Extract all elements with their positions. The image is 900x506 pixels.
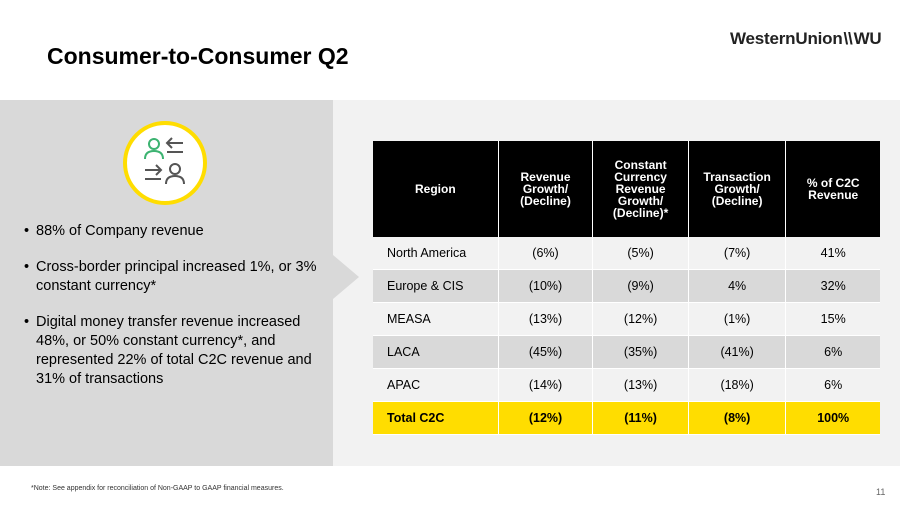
total-label-cell: Total C2C xyxy=(373,401,499,435)
header-constant-currency-growth: Constant Currency Revenue Growth/ (Decli… xyxy=(592,141,689,237)
transaction-growth-cell: (18%) xyxy=(688,368,787,402)
region-cell: MEASA xyxy=(373,302,499,336)
bullet-list: • 88% of Company revenue • Cross-border pr… xyxy=(24,222,324,406)
bullet-text: Cross-border principal increased 1%, or … xyxy=(36,259,317,294)
table-header-row: Region Revenue Growth/ (Decline) Constan… xyxy=(373,141,880,237)
page-number: 11 xyxy=(876,487,886,497)
header-revenue-growth: Revenue Growth/ (Decline) xyxy=(498,141,594,237)
table-row: Europe & CIS (10%) (9%) 4% 32% xyxy=(373,269,880,303)
total-constant-currency-cell: (11%) xyxy=(592,401,689,435)
bullet-item: • 88% of Company revenue xyxy=(24,222,324,241)
revenue-growth-cell: (13%) xyxy=(498,302,594,336)
logo-text-westernunion: WesternUnion xyxy=(730,29,843,48)
western-union-logo: WesternUnion\\WU xyxy=(730,29,882,49)
constant-currency-cell: (5%) xyxy=(592,237,689,270)
bullet-text: 88% of Company revenue xyxy=(36,223,204,239)
constant-currency-cell: (9%) xyxy=(592,269,689,303)
header-pct-c2c-revenue: % of C2C Revenue xyxy=(785,141,880,237)
bullet-dot: • xyxy=(24,314,30,330)
total-revenue-growth-cell: (12%) xyxy=(498,401,594,435)
bullet-dot: • xyxy=(24,259,30,275)
region-cell: LACA xyxy=(373,335,499,369)
transaction-growth-cell: (7%) xyxy=(688,237,787,270)
constant-currency-cell: (12%) xyxy=(592,302,689,336)
pct-revenue-cell: 6% xyxy=(785,335,880,369)
constant-currency-cell: (13%) xyxy=(592,368,689,402)
revenue-growth-cell: (6%) xyxy=(498,237,594,270)
header-region: Region xyxy=(373,141,499,237)
people-exchange-icon xyxy=(123,121,207,205)
c2c-region-table: Region Revenue Growth/ (Decline) Constan… xyxy=(373,141,880,435)
bullet-dot: • xyxy=(24,223,30,239)
logo-separator: \\ xyxy=(843,29,853,48)
revenue-growth-cell: (14%) xyxy=(498,368,594,402)
panel-arrow xyxy=(333,255,359,299)
bullet-text: Digital money transfer revenue increased… xyxy=(36,314,312,387)
revenue-growth-cell: (10%) xyxy=(498,269,594,303)
transaction-growth-cell: 4% xyxy=(688,269,787,303)
total-pct-revenue-cell: 100% xyxy=(785,401,880,435)
table-total-row: Total C2C (12%) (11%) (8%) 100% xyxy=(373,401,880,435)
transaction-growth-cell: (1%) xyxy=(688,302,787,336)
slide-title: Consumer-to-Consumer Q2 xyxy=(47,43,349,69)
revenue-growth-cell: (45%) xyxy=(498,335,594,369)
bullet-item: • Cross-border principal increased 1%, or… xyxy=(24,258,324,296)
bullet-item: • Digital money transfer revenue increase… xyxy=(24,313,324,389)
pct-revenue-cell: 41% xyxy=(785,237,880,270)
pct-revenue-cell: 32% xyxy=(785,269,880,303)
constant-currency-cell: (35%) xyxy=(592,335,689,369)
table-row: North America (6%) (5%) (7%) 41% xyxy=(373,237,880,270)
logo-text-wu: WU xyxy=(853,29,882,48)
pct-revenue-cell: 15% xyxy=(785,302,880,336)
table-row: LACA (45%) (35%) (41%) 6% xyxy=(373,335,880,369)
footnote: *Note: See appendix for reconciliation o… xyxy=(31,485,284,492)
table-row: APAC (14%) (13%) (18%) 6% xyxy=(373,368,880,402)
region-cell: APAC xyxy=(373,368,499,402)
header-transaction-growth: Transaction Growth/ (Decline) xyxy=(688,141,787,237)
transaction-growth-cell: (41%) xyxy=(688,335,787,369)
region-cell: North America xyxy=(373,237,499,270)
table-row: MEASA (13%) (12%) (1%) 15% xyxy=(373,302,880,336)
region-cell: Europe & CIS xyxy=(373,269,499,303)
pct-revenue-cell: 6% xyxy=(785,368,880,402)
total-transaction-growth-cell: (8%) xyxy=(688,401,787,435)
